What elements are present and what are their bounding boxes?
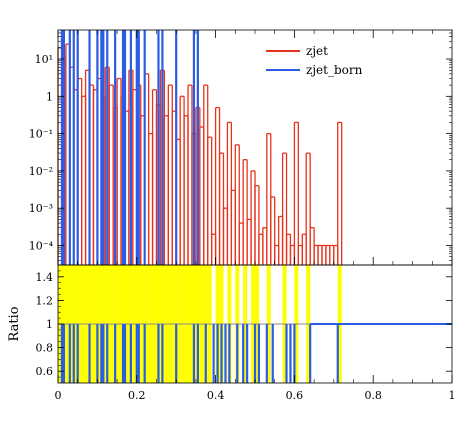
ratio-y-tick-label: 1.4 xyxy=(36,271,54,284)
x-tick-label: 0.2 xyxy=(128,389,146,402)
x-tick-label: 0 xyxy=(55,389,62,402)
ratio-y-tick-label: 1 xyxy=(46,318,53,331)
ratio-y-axis-label: Ratio xyxy=(7,306,22,341)
x-tick-label: 0.8 xyxy=(364,389,382,402)
x-tick-label: 0.6 xyxy=(286,389,304,402)
main-y-tick-label: 10⁻³ xyxy=(29,202,53,215)
main-y-tick-label: 10⁻¹ xyxy=(29,128,53,141)
main-y-tick-label: 10⁻⁴ xyxy=(29,239,54,252)
x-tick-label: 0.4 xyxy=(207,389,225,402)
ratio-y-tick-label: 0.8 xyxy=(36,342,54,355)
main-y-tick-label: 1 xyxy=(46,90,53,103)
ratio-y-tick-label: 1.2 xyxy=(36,294,54,307)
main-series xyxy=(58,30,342,265)
legend-label-zjet: zjet xyxy=(306,44,328,58)
legend-label-zjet_born: zjet_born xyxy=(306,63,363,77)
x-tick-label: 1 xyxy=(449,389,456,402)
legend: zjet zjet_born xyxy=(266,44,363,77)
main-y-tick-label: 10⁻² xyxy=(29,165,53,178)
ratio-y-tick-label: 0.6 xyxy=(36,365,54,378)
main-y-tick-label: 10¹ xyxy=(35,53,53,66)
